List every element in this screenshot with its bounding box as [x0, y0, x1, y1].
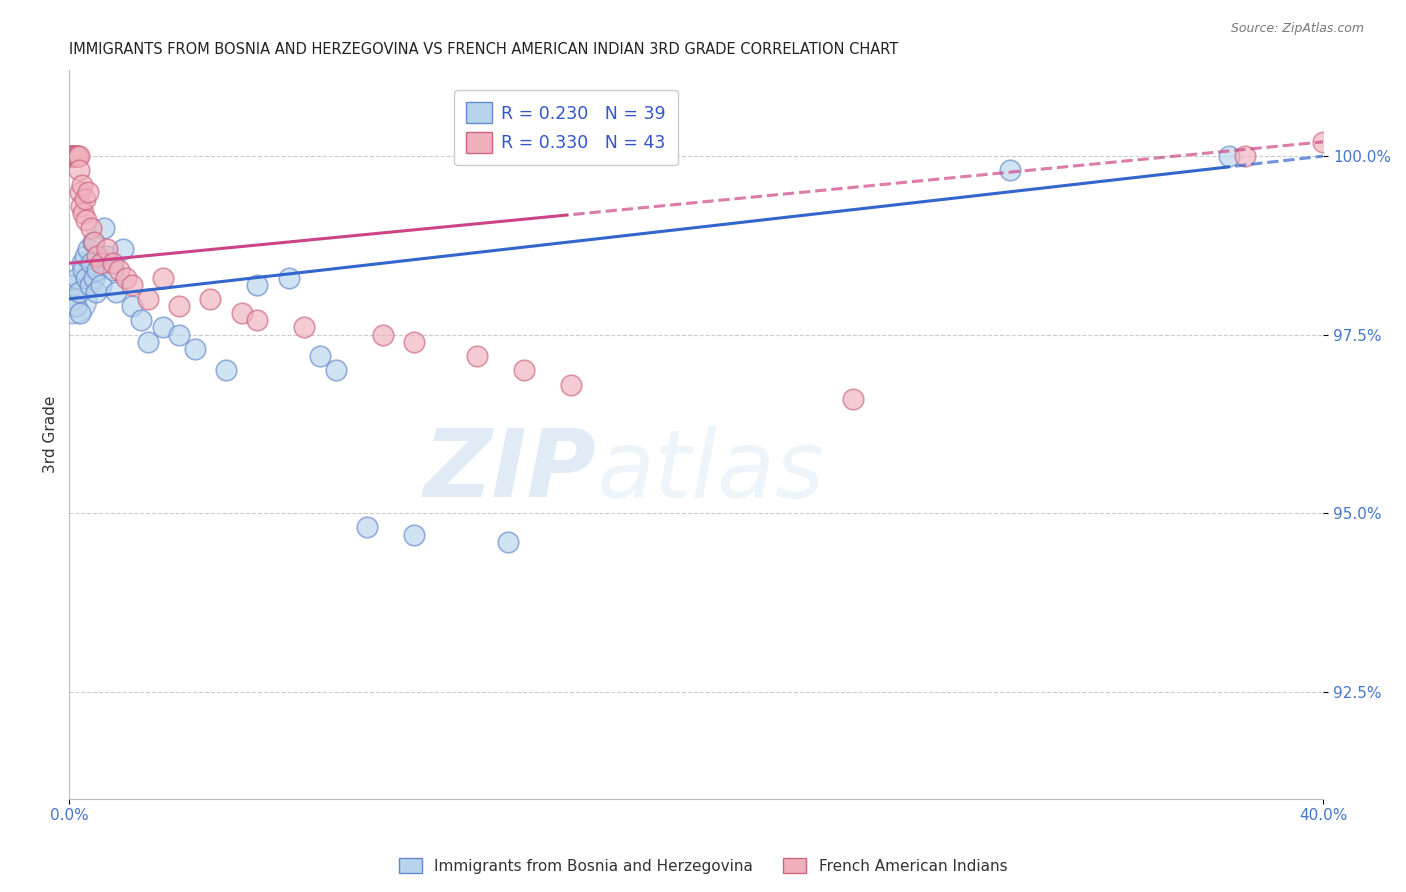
Point: [105, 285, 128, 299]
Point: [111, 242, 134, 256]
Point: [101, 263, 124, 277]
Point: [70, 199, 93, 213]
Point: [82, 235, 104, 249]
Point: [67, 163, 90, 178]
Point: [496, 534, 519, 549]
Point: [83, 270, 105, 285]
Point: [131, 313, 153, 327]
Point: [76, 270, 98, 285]
Point: [215, 363, 238, 377]
Point: [63, 149, 86, 163]
Point: [152, 270, 174, 285]
Point: [65, 299, 87, 313]
Point: [65, 149, 87, 163]
Point: [83, 235, 105, 249]
Point: [63, 292, 86, 306]
Point: [1233, 149, 1256, 163]
Point: [86, 263, 108, 277]
Point: [66, 270, 89, 285]
Point: [79, 277, 101, 292]
Point: [371, 327, 394, 342]
Point: [93, 220, 115, 235]
Point: [80, 220, 103, 235]
Point: [292, 320, 315, 334]
Point: [63, 149, 86, 163]
Point: [101, 256, 124, 270]
Point: [200, 292, 222, 306]
Point: [246, 277, 269, 292]
Point: [70, 256, 93, 270]
Point: [69, 306, 91, 320]
Point: [90, 256, 112, 270]
Text: Source: ZipAtlas.com: Source: ZipAtlas.com: [1230, 22, 1364, 36]
Legend: R = 0.230   N = 39, R = 0.330   N = 43: R = 0.230 N = 39, R = 0.330 N = 43: [454, 90, 678, 165]
Point: [90, 277, 112, 292]
Point: [1312, 135, 1334, 149]
Point: [72, 206, 94, 220]
Point: [96, 249, 118, 263]
Point: [114, 270, 136, 285]
Point: [72, 263, 94, 277]
Point: [84, 285, 107, 299]
Point: [560, 377, 582, 392]
Point: [1218, 149, 1240, 163]
Point: [325, 363, 347, 377]
Text: ZIP: ZIP: [423, 425, 596, 517]
Point: [108, 263, 131, 277]
Point: [513, 363, 536, 377]
Point: [136, 334, 159, 349]
Point: [246, 313, 269, 327]
Point: [136, 292, 159, 306]
Point: [277, 270, 299, 285]
Point: [60, 149, 83, 163]
Text: atlas: atlas: [596, 425, 824, 516]
Point: [465, 349, 488, 363]
Point: [76, 213, 98, 227]
Point: [67, 285, 90, 299]
Point: [60, 149, 83, 163]
Point: [404, 527, 426, 541]
Point: [77, 242, 100, 256]
Point: [309, 349, 332, 363]
Point: [65, 149, 87, 163]
Point: [167, 327, 190, 342]
Point: [69, 185, 91, 199]
Point: [80, 256, 103, 270]
Point: [96, 242, 118, 256]
Point: [121, 299, 143, 313]
Point: [67, 149, 90, 163]
Text: IMMIGRANTS FROM BOSNIA AND HERZEGOVINA VS FRENCH AMERICAN INDIAN 3RD GRADE CORRE: IMMIGRANTS FROM BOSNIA AND HERZEGOVINA V…: [69, 42, 898, 57]
Point: [60, 277, 83, 292]
Point: [70, 178, 93, 192]
Point: [998, 163, 1021, 178]
Point: [152, 320, 174, 334]
Point: [86, 249, 108, 263]
Point: [73, 249, 96, 263]
Point: [183, 342, 205, 356]
Point: [66, 149, 89, 163]
Point: [404, 334, 426, 349]
Point: [121, 277, 143, 292]
Point: [231, 306, 253, 320]
Point: [66, 149, 89, 163]
Point: [356, 520, 378, 534]
Legend: Immigrants from Bosnia and Herzegovina, French American Indians: Immigrants from Bosnia and Herzegovina, …: [392, 852, 1014, 880]
Point: [59, 149, 82, 163]
Point: [842, 392, 865, 406]
Point: [167, 299, 190, 313]
Point: [73, 192, 96, 206]
Point: [60, 292, 83, 306]
Y-axis label: 3rd Grade: 3rd Grade: [44, 396, 58, 474]
Point: [77, 185, 100, 199]
Point: [62, 149, 84, 163]
